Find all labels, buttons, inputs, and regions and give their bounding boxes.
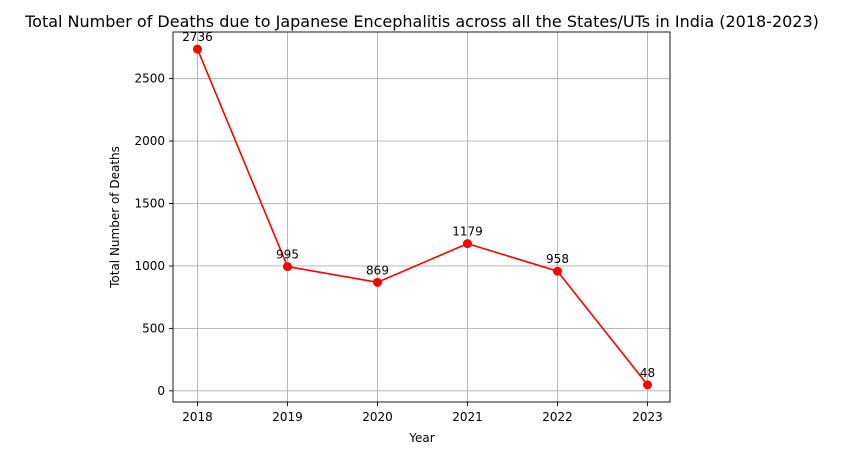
x-axis-label: Year — [408, 431, 434, 445]
axes: 2018 2019 2020 2021 2022 2023 0 500 1000 1500 2000… — [134, 31, 671, 424]
data-point — [193, 44, 202, 54]
y-tick-label: 500 — [142, 321, 165, 335]
data-label: 2736 — [182, 30, 213, 44]
x-tick-label: 2019 — [272, 410, 303, 424]
data-labels: 2736 995 869 1179 958 48 — [182, 30, 655, 380]
grid-lines — [173, 32, 670, 402]
data-label: 1179 — [452, 225, 483, 239]
x-tick-label: 2021 — [452, 410, 483, 424]
data-label: 48 — [640, 366, 655, 380]
series-layer — [193, 44, 652, 390]
data-point — [373, 277, 382, 287]
data-label: 958 — [546, 252, 569, 266]
x-tick-label: 2022 — [542, 410, 573, 424]
y-tick-label: 0 — [157, 384, 165, 398]
data-label: 995 — [276, 248, 299, 262]
data-point — [643, 380, 652, 390]
y-tick-label: 1000 — [134, 259, 165, 273]
series-line — [196, 48, 649, 386]
data-point — [463, 239, 472, 249]
data-point — [553, 266, 562, 276]
plot-frame — [172, 31, 671, 403]
y-axis-label: Total Number of Deaths — [108, 146, 122, 289]
x-tick-label: 2020 — [362, 410, 393, 424]
x-tick-label: 2023 — [632, 410, 663, 424]
data-point — [283, 262, 292, 272]
y-tick-label: 1500 — [134, 197, 165, 211]
chart-title: Total Number of Deaths due to Japanese E… — [24, 12, 819, 31]
y-tick-label: 2000 — [134, 134, 165, 148]
data-label: 869 — [366, 263, 389, 277]
x-tick-label: 2018 — [182, 410, 213, 424]
y-tick-label: 2500 — [134, 72, 165, 86]
